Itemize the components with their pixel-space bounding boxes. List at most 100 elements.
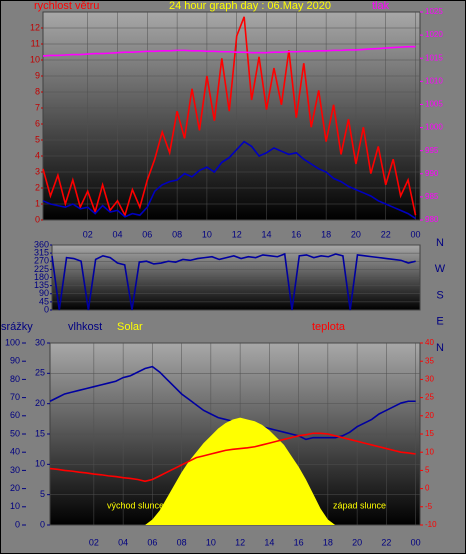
legend-entry: Solar bbox=[117, 321, 143, 333]
y2-tick-label: 15 bbox=[425, 429, 434, 438]
y-tick-label: 180 bbox=[34, 272, 49, 282]
y3-tick-label: 20 bbox=[35, 398, 45, 408]
y3-tick-label: 30 bbox=[35, 337, 45, 347]
x-tick-label: 08 bbox=[172, 229, 182, 239]
y-tick-label: 10 bbox=[30, 54, 40, 64]
direction-label: E bbox=[436, 316, 443, 328]
y2-tick-label: 1010 bbox=[425, 76, 443, 85]
y2-tick-label: 990 bbox=[425, 169, 439, 178]
x-tick-label: 12 bbox=[235, 537, 245, 547]
y-axis-label: srážky bbox=[1, 321, 33, 333]
x-tick-label: 22 bbox=[381, 537, 391, 547]
y-tick-label: 50 bbox=[10, 428, 20, 438]
direction-label: N bbox=[436, 237, 444, 249]
y2-axis-label: tlak bbox=[372, 0, 390, 12]
y-tick-label: 40 bbox=[10, 447, 20, 457]
y3-tick-label: 0 bbox=[40, 519, 45, 529]
plot-area bbox=[42, 11, 421, 221]
y-tick-label: 90 bbox=[39, 288, 49, 298]
x-tick-label: 20 bbox=[352, 537, 362, 547]
legend-entry: teplota bbox=[312, 321, 346, 333]
solar-area bbox=[50, 417, 416, 525]
y2-tick-label: 980 bbox=[425, 215, 439, 224]
y-tick-label: 8 bbox=[35, 86, 40, 96]
y-tick-label: 10 bbox=[10, 501, 20, 511]
direction-label: S bbox=[436, 289, 443, 301]
y2-tick-label: 10 bbox=[425, 447, 434, 456]
x-tick-label: 14 bbox=[264, 537, 274, 547]
y2-tick-label: 1005 bbox=[425, 100, 443, 109]
y-tick-label: 4 bbox=[35, 150, 40, 160]
legend-entry: vlhkost bbox=[68, 321, 102, 333]
y-tick-label: 135 bbox=[34, 280, 49, 290]
series-line bbox=[42, 16, 417, 218]
y-tick-label: 12 bbox=[30, 22, 40, 32]
y-tick-label: 9 bbox=[35, 70, 40, 80]
x-tick-label: 06 bbox=[142, 229, 152, 239]
y2-tick-label: 0 bbox=[425, 484, 430, 493]
y-tick-label: 1 bbox=[35, 198, 40, 208]
y-tick-label: 60 bbox=[10, 410, 20, 420]
y2-tick-label: 985 bbox=[425, 192, 439, 201]
x-tick-label: 14 bbox=[262, 229, 272, 239]
x-tick-label: 16 bbox=[291, 229, 301, 239]
y2-tick-label: 35 bbox=[425, 356, 434, 365]
x-tick-label: 00 bbox=[411, 537, 421, 547]
chart-title: 24 hour graph day : 06.May 2020 bbox=[169, 0, 331, 12]
y2-tick-label: 1015 bbox=[425, 53, 443, 62]
y-tick-label: 0 bbox=[44, 304, 49, 314]
y-tick-label: 0 bbox=[15, 519, 20, 529]
y2-tick-label: 995 bbox=[425, 146, 439, 155]
y2-tick-label: 30 bbox=[425, 375, 434, 384]
y2-tick-label: -5 bbox=[425, 502, 433, 511]
y-tick-label: 6 bbox=[35, 118, 40, 128]
y2-tick-label: 40 bbox=[425, 338, 434, 347]
y2-tick-label: 1025 bbox=[425, 7, 443, 16]
x-tick-label: 04 bbox=[118, 537, 128, 547]
y2-tick-label: -10 bbox=[425, 520, 437, 529]
y2-tick-label: 20 bbox=[425, 411, 434, 420]
x-tick-label: 06 bbox=[147, 537, 157, 547]
y-tick-label: 90 bbox=[10, 356, 20, 366]
direction-label: N bbox=[436, 342, 444, 354]
annotation: západ slunce bbox=[333, 500, 386, 510]
series-line bbox=[51, 252, 416, 311]
y-tick-label: 315 bbox=[34, 248, 49, 258]
y2-tick-label: 25 bbox=[425, 393, 434, 402]
y-tick-label: 2 bbox=[35, 182, 40, 192]
x-tick-label: 10 bbox=[206, 537, 216, 547]
x-tick-label: 00 bbox=[411, 229, 421, 239]
y-tick-label: 11 bbox=[31, 38, 40, 48]
y-axis-label: rychlost větru bbox=[34, 0, 99, 12]
y-tick-label: 80 bbox=[10, 374, 20, 384]
series-line bbox=[42, 45, 416, 57]
y3-tick-label: 15 bbox=[35, 428, 45, 438]
y2-tick-label: 5 bbox=[425, 466, 430, 475]
x-tick-label: 18 bbox=[323, 537, 333, 547]
y3-tick-label: 10 bbox=[35, 459, 45, 469]
y2-tick-label: 1020 bbox=[425, 30, 443, 39]
series-line bbox=[49, 432, 416, 483]
y-tick-label: 7 bbox=[35, 102, 40, 112]
y-tick-label: 30 bbox=[10, 465, 20, 475]
x-tick-label: 22 bbox=[381, 229, 391, 239]
y-tick-label: 3 bbox=[35, 166, 40, 176]
y-tick-label: 225 bbox=[34, 264, 49, 274]
x-tick-label: 04 bbox=[112, 229, 122, 239]
x-tick-label: 20 bbox=[351, 229, 361, 239]
x-tick-label: 08 bbox=[177, 537, 187, 547]
x-tick-label: 02 bbox=[83, 229, 93, 239]
x-tick-label: 16 bbox=[294, 537, 304, 547]
y-tick-label: 0 bbox=[35, 214, 40, 224]
direction-label: W bbox=[435, 263, 446, 275]
y-tick-label: 270 bbox=[34, 256, 49, 266]
series-line bbox=[42, 140, 416, 220]
y-tick-label: 45 bbox=[39, 296, 49, 306]
y-tick-label: 70 bbox=[10, 392, 20, 402]
x-tick-label: 10 bbox=[202, 229, 212, 239]
y-tick-label: 100 bbox=[5, 337, 20, 347]
y3-tick-label: 25 bbox=[35, 368, 45, 378]
x-tick-label: 02 bbox=[89, 537, 99, 547]
y3-tick-label: 5 bbox=[40, 489, 45, 499]
